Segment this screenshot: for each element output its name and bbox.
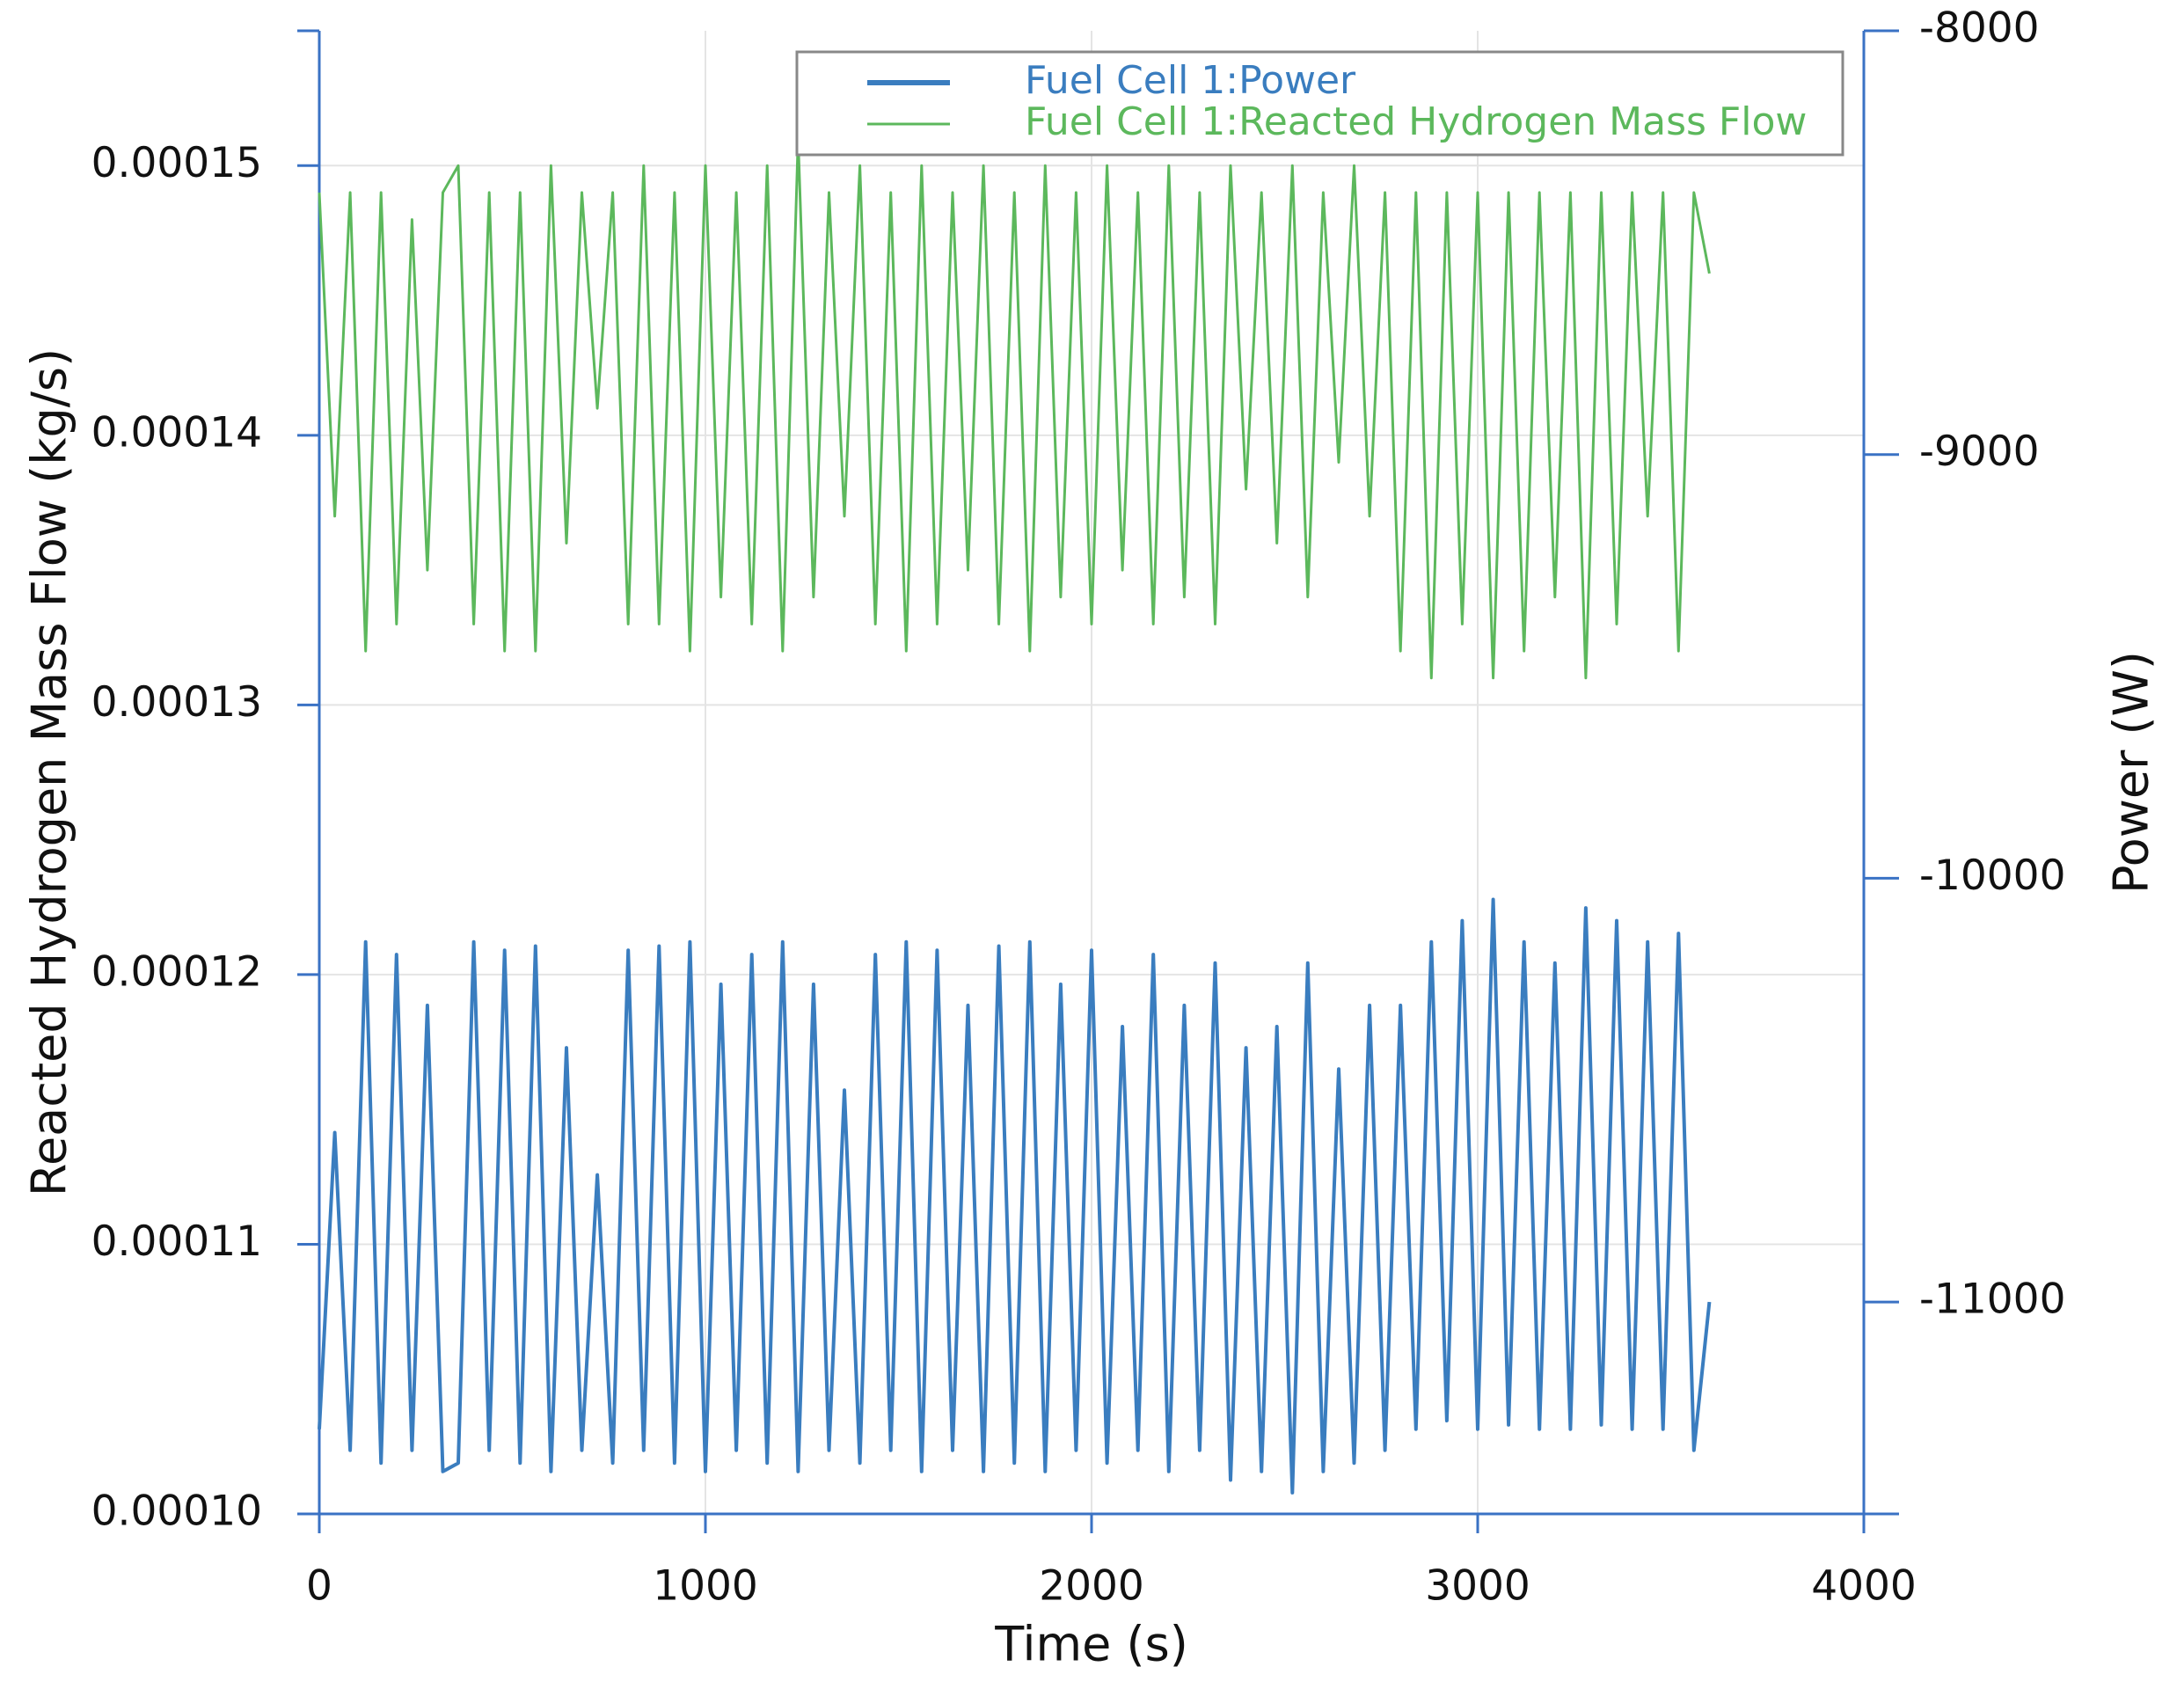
legend-label: Fuel Cell 1:Power: [1025, 58, 1356, 103]
y-tick-label: 0.00013: [91, 678, 262, 727]
x-tick-label: 1000: [653, 1562, 758, 1611]
x-tick-label: 2000: [1039, 1562, 1144, 1611]
legend-label: Fuel Cell 1:Reacted Hydrogen Mass Flow: [1025, 99, 1807, 144]
x-axis-label: Time (s): [994, 1617, 1188, 1672]
x-tick-label: 0: [306, 1562, 332, 1611]
y-axis-label: Reacted Hydrogen Mass Flow (kg/s): [22, 348, 77, 1196]
data-line: [318, 897, 1712, 1495]
y2-tick-label: -11000: [1919, 1276, 2065, 1324]
y2-axis-label: Power (W): [2104, 651, 2159, 894]
y-tick-label: 0.00012: [91, 947, 262, 996]
y2-tick-label: -10000: [1919, 852, 2065, 900]
y-tick-label: 0.00010: [91, 1488, 262, 1536]
y2-tick-label: -9000: [1919, 428, 2040, 476]
legend-box: [795, 50, 1844, 157]
y2-tick-label: -8000: [1919, 4, 2040, 53]
x-tick-label: 4000: [1811, 1562, 1917, 1611]
y-tick-label: 0.00014: [91, 408, 262, 457]
y-tick-label: 0.00015: [91, 139, 262, 187]
data-line: [318, 137, 1711, 680]
x-tick-label: 3000: [1425, 1562, 1530, 1611]
y-tick-label: 0.00011: [91, 1217, 262, 1266]
